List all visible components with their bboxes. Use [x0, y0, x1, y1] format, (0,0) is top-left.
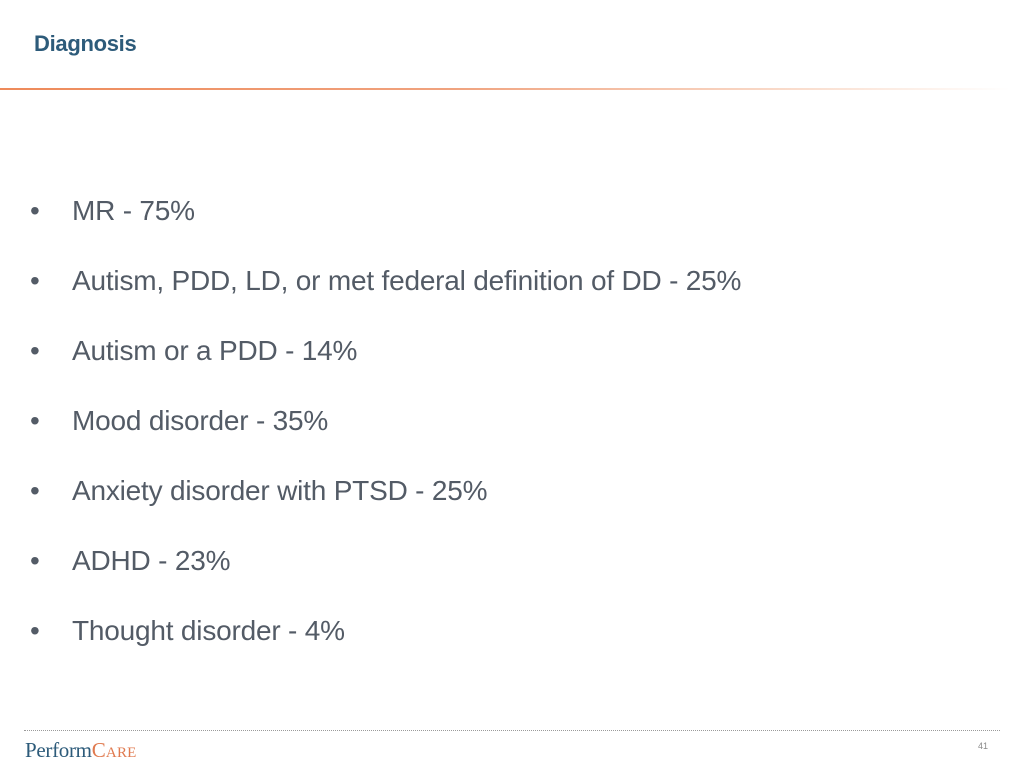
bullet-icon: •: [30, 335, 40, 366]
bullet-item: • Mood disorder - 35%: [30, 405, 741, 475]
bullet-icon: •: [30, 195, 40, 226]
bullet-item: • Thought disorder - 4%: [30, 615, 741, 685]
bullet-item: • ADHD - 23%: [30, 545, 741, 615]
bullet-text: MR - 75%: [72, 195, 195, 226]
bullet-text: Autism, PDD, LD, or met federal definiti…: [72, 265, 742, 296]
bullet-item: • Anxiety disorder with PTSD - 25%: [30, 475, 741, 545]
slide-title: Diagnosis: [34, 31, 137, 56]
logo-text-perform: Perform: [25, 738, 92, 762]
performcare-logo: PerformCare: [25, 738, 137, 763]
bullet-icon: •: [30, 545, 40, 576]
bullet-text: Autism or a PDD - 14%: [72, 335, 358, 366]
title-divider: [0, 88, 1010, 90]
bullet-item: • MR - 75%: [30, 195, 741, 265]
bullet-item: • Autism or a PDD - 14%: [30, 335, 741, 405]
bullet-text: Anxiety disorder with PTSD - 25%: [72, 475, 488, 506]
page-number: 41: [977, 741, 988, 751]
footer-divider: [24, 730, 1000, 731]
bullet-icon: •: [30, 405, 40, 436]
bullet-text: ADHD - 23%: [72, 545, 231, 576]
bullet-icon: •: [30, 475, 40, 506]
bullet-list: • MR - 75% • Autism, PDD, LD, or met fed…: [30, 195, 741, 685]
bullet-text: Mood disorder - 35%: [72, 405, 329, 436]
bullet-icon: •: [30, 265, 40, 296]
logo-text-care: Care: [91, 738, 137, 762]
bullet-icon: •: [30, 615, 40, 646]
bullet-item: • Autism, PDD, LD, or met federal defini…: [30, 265, 741, 335]
bullet-text: Thought disorder - 4%: [72, 615, 345, 646]
